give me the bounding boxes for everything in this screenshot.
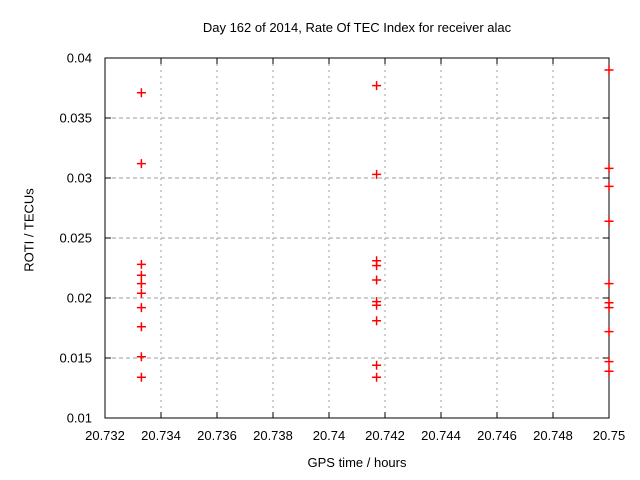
data-point-marker (604, 303, 614, 313)
data-point-marker (136, 303, 146, 313)
x-tick-label: 20.736 (197, 428, 237, 443)
data-point-marker (604, 65, 614, 75)
data-point-marker (604, 327, 614, 337)
data-point-marker (372, 169, 382, 179)
data-point-marker (372, 261, 382, 271)
data-point-marker (604, 279, 614, 289)
data-point-marker (136, 88, 146, 98)
data-point-marker (604, 357, 614, 367)
data-point-marker (372, 316, 382, 326)
x-tick-label: 20.732 (85, 428, 125, 443)
data-point-marker (604, 181, 614, 191)
x-tick-label: 20.746 (477, 428, 517, 443)
y-tick-label: 0.015 (59, 351, 92, 366)
data-point-marker (136, 372, 146, 382)
data-point-marker (372, 275, 382, 285)
data-point-marker (604, 366, 614, 376)
x-tick-label: 20.744 (421, 428, 461, 443)
y-tick-label: 0.025 (59, 231, 92, 246)
data-point-marker (136, 270, 146, 280)
data-point-marker (604, 216, 614, 226)
y-tick-label: 0.02 (67, 291, 92, 306)
data-point-marker (604, 163, 614, 173)
x-tick-label: 20.74 (313, 428, 346, 443)
data-point-marker (136, 279, 146, 289)
x-tick-label: 20.734 (141, 428, 181, 443)
y-tick-label: 0.035 (59, 111, 92, 126)
x-axis-label: GPS time / hours (307, 455, 407, 470)
data-point-marker (136, 352, 146, 362)
x-tick-label: 20.738 (253, 428, 293, 443)
x-tick-label: 20.75 (593, 428, 626, 443)
x-tick-label: 20.742 (365, 428, 405, 443)
data-point-marker (136, 259, 146, 269)
x-tick-label: 20.748 (533, 428, 573, 443)
data-point-marker (372, 81, 382, 91)
data-point-marker (136, 159, 146, 169)
y-tick-label: 0.03 (67, 171, 92, 186)
data-point-marker (136, 322, 146, 332)
y-tick-label: 0.04 (67, 51, 92, 66)
y-tick-label: 0.01 (67, 411, 92, 426)
chart-title: Day 162 of 2014, Rate Of TEC Index for r… (202, 20, 512, 35)
data-point-marker (136, 288, 146, 298)
data-point-marker (372, 360, 382, 370)
plot-border (104, 57, 610, 419)
data-point-marker (372, 372, 382, 382)
data-point-marker (372, 300, 382, 310)
